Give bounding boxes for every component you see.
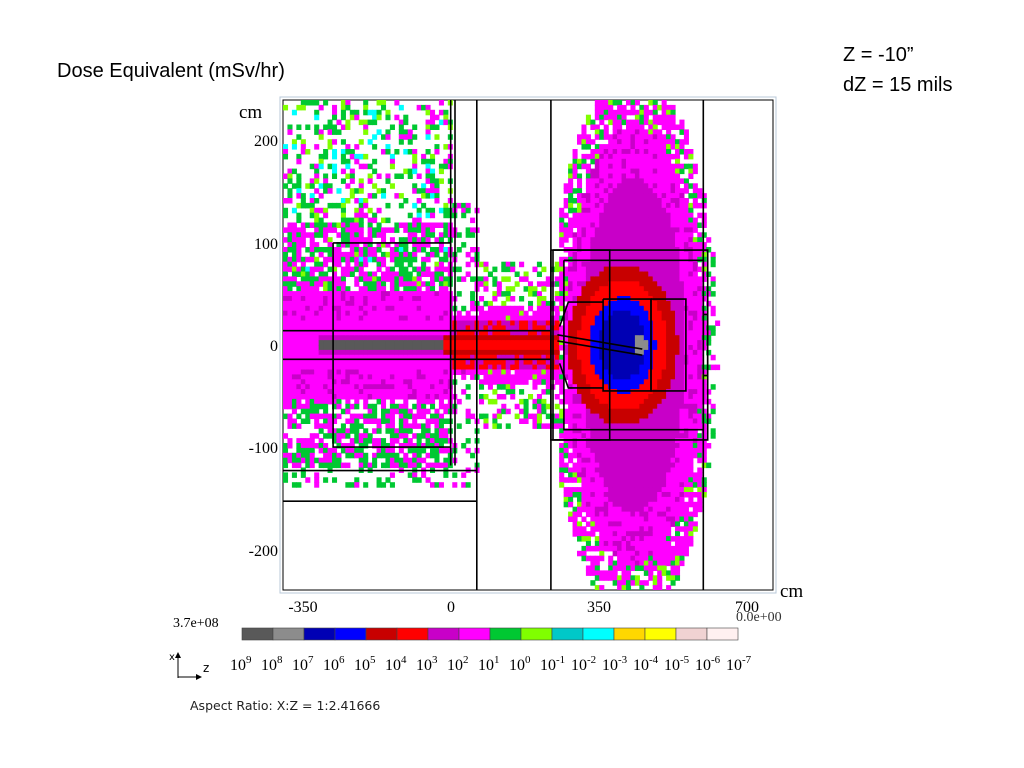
axis-z-letter: z	[203, 661, 210, 675]
axis-orientation-icon: x	[169, 652, 202, 680]
colorbar-swatch	[582, 627, 615, 641]
y-tick-label: 200	[254, 133, 278, 150]
plot-frame-outer	[279, 96, 777, 594]
colorbar-exponent-label: 10-5	[664, 654, 690, 674]
y-tick-label: -100	[249, 440, 278, 457]
colorbar-swatch	[613, 627, 646, 641]
z-position-label: Z = -10”	[843, 44, 914, 66]
colorbar-swatch	[551, 627, 584, 641]
colorbar-swatch	[303, 627, 336, 641]
colorbar-exponent-label: 106	[323, 654, 345, 674]
colorbar-exponent-label: 109	[230, 654, 252, 674]
colorbar-swatch	[241, 627, 274, 641]
colorbar-swatch	[706, 627, 739, 641]
geometry-outline	[650, 298, 687, 392]
colorbar-swatch	[396, 627, 429, 641]
geometry-outline	[557, 334, 643, 350]
z-info: Z = -10” dZ = 15 mils	[843, 40, 952, 100]
colorbar-exponent-label: 103	[416, 654, 438, 674]
colorbar-exponent-label: 101	[478, 654, 500, 674]
colorbar-exponent-label: 102	[447, 654, 469, 674]
dz-label: dZ = 15 mils	[843, 74, 953, 96]
colorbar-exponent-label: 10-7	[726, 654, 752, 674]
geometry-outline	[332, 242, 452, 448]
colorbar-swatch	[675, 627, 708, 641]
x-tick-label: -350	[288, 599, 317, 616]
aspect-ratio-label: Aspect Ratio: X:Z = 1:2.41666	[190, 698, 381, 713]
axis-x-letter: x	[169, 652, 175, 663]
colorbar-swatch	[334, 627, 367, 641]
heatmap-cells	[283, 100, 721, 590]
x-ticks: -350 0 350 700	[288, 599, 759, 616]
colorbar-swatch	[427, 627, 460, 641]
colorbar	[241, 627, 739, 641]
colorbar-swatch	[489, 627, 522, 641]
y-axis-label: cm	[239, 102, 262, 123]
colorbar-swatch	[644, 627, 677, 641]
colorbar-exponent-label: 104	[385, 654, 407, 674]
y-tick-label: -200	[249, 543, 278, 560]
geometry-outline	[558, 363, 604, 389]
colorbar-exponent-label: 10-1	[540, 654, 565, 674]
colorbar-exponent-label: 108	[261, 654, 283, 674]
y-ticks: 200 100 0 -100 -200	[249, 133, 278, 560]
geometry-outlines	[283, 100, 709, 590]
colorbar-swatch	[365, 627, 398, 641]
colorbar-swatch	[458, 627, 491, 641]
colorbar-exponent-label: 105	[354, 654, 376, 674]
colorbar-swatch	[272, 627, 305, 641]
y-tick-label: 100	[254, 236, 278, 253]
geometry-outline	[552, 249, 709, 441]
geometry-outline	[557, 340, 643, 356]
y-tick-label: 0	[270, 338, 278, 355]
colorbar-swatch	[520, 627, 553, 641]
colorbar-exponent-label: 10-6	[695, 654, 721, 674]
x-tick-label: 700	[735, 599, 759, 616]
x-tick-label: 0	[447, 599, 455, 616]
colorbar-max-label: 3.7e+08	[173, 616, 219, 631]
colorbar-exponent-label: 10-4	[633, 654, 659, 674]
colorbar-min-label: 0.0e+00	[736, 610, 782, 625]
x-axis-label: cm	[780, 581, 803, 602]
colorbar-exponent-label: 10-2	[571, 654, 596, 674]
colorbar-exponent-label: 107	[292, 654, 314, 674]
colorbar-exponent-labels: 109 108 107 106 105 104 103 102 101 100 10-1 10-2 10…	[230, 654, 752, 674]
geometry-outline	[703, 313, 709, 377]
geometry-outline	[558, 301, 604, 327]
colorbar-exponent-label: 100	[509, 654, 531, 674]
x-tick-label: 350	[587, 599, 611, 616]
colorbar-exponent-label: 10-3	[602, 654, 628, 674]
slide-title: Dose Equivalent (mSv/hr)	[57, 60, 285, 82]
